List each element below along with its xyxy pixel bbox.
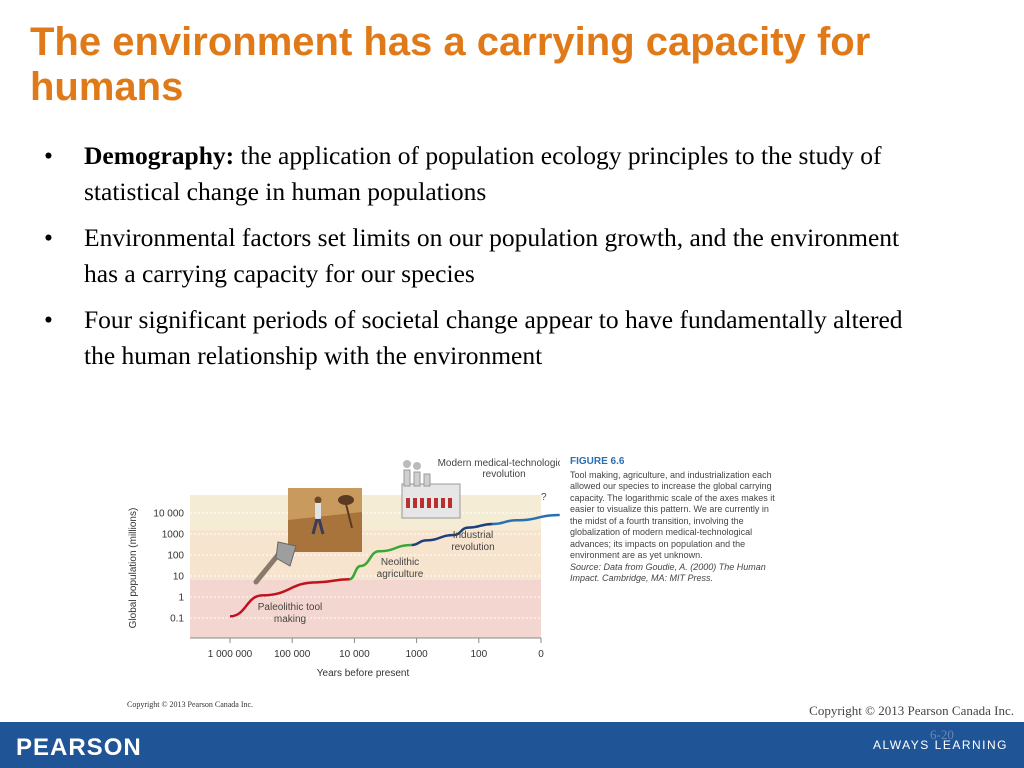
series-line <box>229 578 350 618</box>
label-question: ? <box>541 492 547 503</box>
x-tick-label: 1 000 000 <box>208 649 253 660</box>
y-tick-label: 1000 <box>162 530 185 541</box>
factory-icon <box>401 460 461 519</box>
figure-number: FIGURE 6.6 <box>570 456 625 467</box>
caption-text: Tool making, agriculture, and industrial… <box>570 469 775 561</box>
chart-grid <box>190 512 541 619</box>
y-tick-labels: 10 000 1000 100 10 1 0.1 <box>153 509 184 625</box>
label-modern: Modern medical-technological revolution <box>438 458 560 480</box>
chart-series <box>229 513 560 618</box>
x-tick-label: 0 <box>538 649 544 660</box>
series-line <box>349 543 412 581</box>
y-tick-label: 10 <box>173 572 185 583</box>
bullet-item: • Four significant periods of societal ch… <box>44 305 903 370</box>
bullet-text: Four significant periods of societal cha… <box>84 305 903 370</box>
x-tick-label: 10 000 <box>339 649 370 660</box>
bullet-item: • Environmental factors set limits on our… <box>44 223 900 288</box>
y-tick-label: 10 000 <box>153 509 184 520</box>
bullet-list: • Demography: the application of populati… <box>44 138 924 384</box>
label-neolithic: Neolithic agriculture <box>377 557 424 580</box>
slide-title: The environment has a carrying capacity … <box>30 20 871 109</box>
series-line <box>492 513 560 526</box>
x-tick-label: 100 000 <box>274 649 311 660</box>
footer-bar <box>0 722 1024 768</box>
y-axis-label: Global population (millions) <box>128 508 139 629</box>
band-paleolithic <box>190 580 541 638</box>
series-line <box>411 522 493 547</box>
caption-source: Source: Data from Goudie, A. (2000) The … <box>570 561 766 584</box>
y-tick-label: 0.1 <box>170 614 184 625</box>
y-tick-label: 1 <box>178 593 184 604</box>
term-demography: Demography: <box>84 141 235 170</box>
label-industrial: Industrial revolution <box>451 530 494 553</box>
figure-copyright: Copyright © 2013 Pearson Canada Inc. <box>127 700 254 709</box>
farmers-photo <box>288 488 362 552</box>
x-axis-label: Years before present <box>317 668 410 679</box>
label-paleolithic: Paleolithic tool making <box>258 602 322 625</box>
bullet-text: Environmental factors set limits on our … <box>84 223 900 288</box>
slide-copyright: Copyright © 2013 Pearson Canada Inc. <box>809 703 1014 718</box>
x-tick-label: 1000 <box>405 649 428 660</box>
slide-number: 6-20 <box>930 727 954 742</box>
figure-caption: FIGURE 6.6 Tool making, agriculture, and… <box>570 456 775 585</box>
bullet-item: • Demography: the application of populati… <box>44 141 882 206</box>
x-tick-label: 100 <box>470 649 487 660</box>
y-tick-label: 100 <box>167 551 184 562</box>
pearson-logo: PEARSON <box>16 734 142 761</box>
bullet-text: the application of population ecology pr… <box>84 141 882 206</box>
stone-axe-icon <box>253 541 297 585</box>
x-tick-labels: 1 000 000 100 000 10 000 1000 100 0 <box>208 638 544 660</box>
always-learning-tagline: ALWAYS LEARNING <box>873 738 1008 752</box>
